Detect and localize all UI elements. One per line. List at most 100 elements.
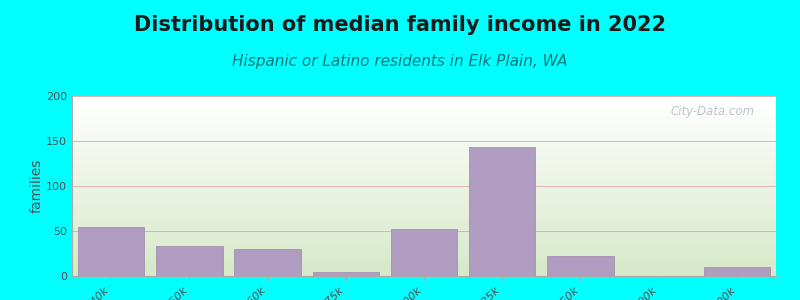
Bar [72,100,776,101]
Bar [72,128,776,129]
Bar [72,124,776,125]
Bar [72,238,776,239]
Bar [72,99,776,100]
Bar [72,197,776,198]
Bar [72,268,776,269]
Bar [72,100,776,101]
Bar [72,226,776,227]
Bar [72,168,776,169]
Bar [72,239,776,240]
Bar [72,213,776,214]
Bar [72,114,776,115]
Bar [72,164,776,165]
Bar [72,270,776,271]
Bar [72,137,776,138]
Bar [72,224,776,225]
Bar [72,143,776,144]
Bar [72,152,776,153]
Bar [72,174,776,175]
Bar [72,264,776,265]
Bar [72,245,776,246]
Bar [72,160,776,161]
Bar [72,248,776,249]
Bar [72,109,776,110]
Bar [72,217,776,218]
Bar [72,108,776,109]
Bar [72,210,776,211]
Bar [72,257,776,258]
Bar [72,184,776,185]
Bar [72,254,776,255]
Bar [72,231,776,232]
Bar [72,96,776,97]
Bar [313,272,379,276]
Bar [72,126,776,127]
Bar [72,255,776,256]
Bar [72,129,776,130]
Bar [72,247,776,248]
Bar [72,149,776,150]
Bar [72,188,776,189]
Bar [72,259,776,260]
Bar [72,219,776,220]
Text: City-Data.com: City-Data.com [670,105,755,118]
Bar [72,166,776,167]
Bar [72,215,776,216]
Bar [72,194,776,195]
Bar [72,253,776,254]
Bar [72,102,776,103]
Bar [72,127,776,128]
Bar [72,163,776,164]
Bar [72,229,776,230]
Bar [72,258,776,259]
Bar [72,256,776,257]
Bar [469,147,535,276]
Bar [72,98,776,99]
Bar [72,275,776,276]
Bar [72,181,776,182]
Bar [72,180,776,181]
Bar [72,262,776,263]
Bar [72,241,776,242]
Bar [72,183,776,184]
Bar [72,222,776,223]
Bar [72,120,776,121]
Bar [72,156,776,157]
Bar [72,223,776,224]
Bar [72,265,776,266]
Bar [72,123,776,124]
Bar [72,159,776,160]
Bar [72,228,776,229]
Bar [72,216,776,217]
Bar [72,139,776,140]
Bar [72,250,776,251]
Bar [72,122,776,123]
Bar [72,170,776,171]
Bar [72,171,776,172]
Bar [72,182,776,183]
Bar [72,261,776,262]
Bar [72,269,776,270]
Bar [72,198,776,199]
Bar [72,252,776,253]
Bar [72,234,776,235]
Bar [72,189,776,190]
Bar [72,136,776,137]
Bar [72,112,776,113]
Bar [72,246,776,247]
Bar [72,118,776,119]
Bar [72,218,776,219]
Text: Distribution of median family income in 2022: Distribution of median family income in … [134,15,666,35]
Bar [72,235,776,236]
Bar [72,157,776,158]
Bar [72,113,776,114]
Bar [72,214,776,215]
Bar [72,207,776,208]
Bar [72,167,776,168]
Bar [72,151,776,152]
Bar [72,105,776,106]
Bar [72,205,776,206]
Bar [72,220,776,221]
Bar [156,246,222,276]
Bar [72,138,776,139]
